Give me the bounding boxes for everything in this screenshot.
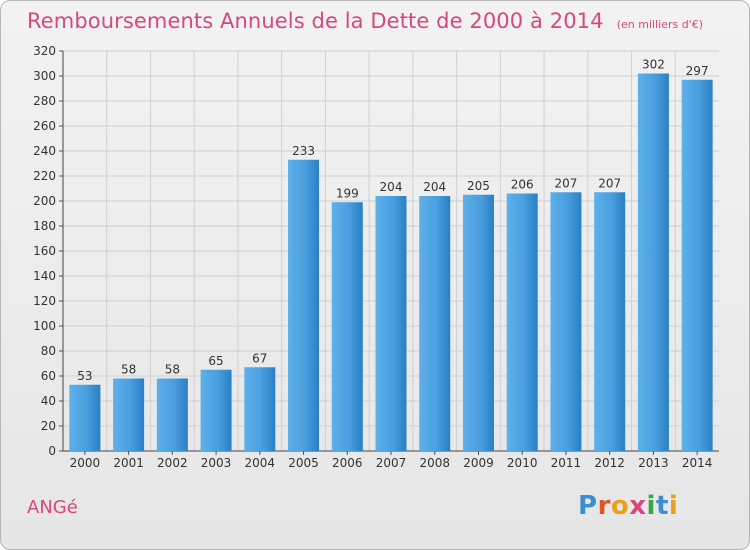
bar-2000 (69, 384, 101, 451)
y-tick-label: 120 (33, 294, 56, 308)
y-tick-label: 140 (33, 269, 56, 283)
value-label-2008: 204 (423, 180, 446, 194)
bar-2002 (156, 378, 188, 451)
x-tick-label-2011: 2011 (551, 456, 582, 470)
bar-2006 (331, 202, 363, 451)
value-label-2010: 206 (511, 178, 534, 192)
bar-2001 (113, 378, 145, 451)
logo-letter: r (597, 491, 611, 521)
y-tick-label: 280 (33, 94, 56, 108)
x-tick-label-2000: 2000 (70, 456, 101, 470)
bar-2005 (288, 159, 320, 451)
y-tick-label: 300 (33, 69, 56, 83)
title-row: Remboursements Annuels de la Dette de 20… (27, 9, 703, 33)
value-label-2006: 199 (336, 186, 359, 200)
bar-2014 (681, 79, 713, 451)
value-label-2005: 233 (292, 144, 315, 158)
value-label-2001: 58 (121, 363, 136, 377)
y-tick-label: 240 (33, 144, 56, 158)
bar-2010 (506, 193, 538, 451)
bar-2012 (594, 192, 626, 451)
value-label-2000: 53 (77, 369, 92, 383)
commune-name: ANGé (27, 497, 78, 518)
chart-title: Remboursements Annuels de la Dette de 20… (27, 9, 604, 33)
logo-letter: i (646, 491, 656, 521)
bar-2011 (550, 192, 582, 451)
y-tick-label: 20 (41, 419, 56, 433)
bar-2008 (419, 196, 451, 451)
y-tick-label: 200 (33, 194, 56, 208)
x-tick-label-2014: 2014 (682, 456, 713, 470)
x-tick-label-2001: 2001 (113, 456, 144, 470)
value-label-2012: 207 (598, 176, 621, 190)
x-tick-label-2012: 2012 (594, 456, 625, 470)
y-tick-label: 180 (33, 219, 56, 233)
value-labels: 53 58 58 65 67 233 199 204 204 205 206 207 207 302 297 (77, 58, 708, 383)
x-tick-label-2006: 2006 (332, 456, 363, 470)
value-label-2003: 65 (208, 354, 223, 368)
x-tick-label-2007: 2007 (376, 456, 407, 470)
y-tick-label: 60 (41, 369, 56, 383)
x-tick-label-2005: 2005 (288, 456, 319, 470)
x-tick-labels: 2000 2001 2002 2003 2004 2005 2006 2007 2008 2009… (70, 456, 713, 470)
bar-2009 (462, 194, 494, 451)
bars (69, 73, 713, 451)
x-tick-label-2010: 2010 (507, 456, 538, 470)
value-label-2004: 67 (252, 351, 267, 365)
x-tick-label-2009: 2009 (463, 456, 494, 470)
logo-letter: t (655, 491, 669, 521)
value-label-2007: 204 (380, 180, 403, 194)
x-tick-label-2013: 2013 (638, 456, 669, 470)
chart-unit: (en milliers d'€) (616, 18, 703, 31)
value-label-2011: 207 (554, 176, 577, 190)
y-tick-label: 80 (41, 344, 56, 358)
y-tick-labels: 0 20 40 60 80 100 120 140 160 180 200 220 240 260 280 3… (33, 44, 56, 458)
x-tick-label-2003: 2003 (201, 456, 232, 470)
x-tick-label-2004: 2004 (245, 456, 276, 470)
bar-2007 (375, 196, 407, 451)
y-tick-label: 220 (33, 169, 56, 183)
value-label-2013: 302 (642, 58, 665, 72)
y-tick-label: 160 (33, 244, 56, 258)
logo-letter: o (610, 491, 630, 521)
logo-letter: x (629, 491, 647, 521)
bar-2004 (244, 367, 276, 451)
bar-2013 (637, 73, 669, 451)
logo-letter: i (668, 491, 679, 521)
proxiti-logo[interactable]: Proxiti (578, 491, 678, 521)
x-tick-label-2002: 2002 (157, 456, 188, 470)
x-tick-label-2008: 2008 (419, 456, 450, 470)
value-label-2014: 297 (686, 64, 709, 78)
y-tick-label: 260 (33, 119, 56, 133)
logo-letter: P (578, 491, 598, 521)
value-label-2009: 205 (467, 179, 490, 193)
y-tick-label: 0 (48, 444, 56, 458)
y-tick-label: 100 (33, 319, 56, 333)
bar-2003 (200, 369, 232, 451)
value-label-2002: 58 (165, 363, 180, 377)
y-tick-label: 320 (33, 44, 56, 58)
y-tick-label: 40 (41, 394, 56, 408)
